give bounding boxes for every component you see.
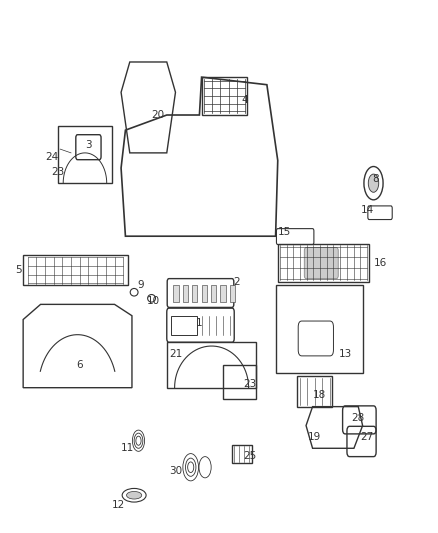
Bar bbox=[183, 286, 188, 302]
Bar bbox=[173, 286, 179, 302]
Bar bbox=[171, 316, 197, 335]
FancyBboxPatch shape bbox=[304, 247, 338, 279]
Text: 19: 19 bbox=[308, 432, 321, 442]
Text: 23: 23 bbox=[51, 167, 64, 177]
Text: 24: 24 bbox=[45, 152, 58, 161]
Text: 3: 3 bbox=[85, 140, 92, 150]
Circle shape bbox=[368, 174, 379, 192]
Text: 6: 6 bbox=[76, 360, 83, 370]
Text: 23: 23 bbox=[243, 379, 256, 389]
Bar bbox=[192, 286, 198, 302]
Text: 21: 21 bbox=[169, 349, 182, 359]
Text: 15: 15 bbox=[278, 228, 291, 237]
Text: 4: 4 bbox=[242, 95, 248, 105]
Text: 30: 30 bbox=[169, 466, 182, 476]
Text: 1: 1 bbox=[196, 318, 203, 328]
Text: 10: 10 bbox=[147, 296, 160, 305]
Text: 5: 5 bbox=[15, 265, 22, 275]
Text: 27: 27 bbox=[360, 432, 374, 442]
Ellipse shape bbox=[127, 491, 142, 499]
Bar bbox=[201, 286, 207, 302]
Bar bbox=[211, 286, 216, 302]
Text: 8: 8 bbox=[372, 174, 379, 184]
Text: 28: 28 bbox=[352, 413, 365, 423]
Text: 13: 13 bbox=[339, 349, 352, 359]
Bar bbox=[220, 286, 226, 302]
Text: 2: 2 bbox=[233, 277, 240, 287]
Text: 9: 9 bbox=[138, 280, 144, 290]
Text: 20: 20 bbox=[152, 110, 165, 120]
Text: 12: 12 bbox=[112, 500, 126, 510]
Text: 18: 18 bbox=[312, 390, 326, 400]
Bar bbox=[230, 286, 235, 302]
Text: 11: 11 bbox=[121, 443, 134, 453]
Text: 25: 25 bbox=[243, 451, 256, 461]
Text: 16: 16 bbox=[374, 258, 387, 268]
Text: 14: 14 bbox=[360, 205, 374, 215]
